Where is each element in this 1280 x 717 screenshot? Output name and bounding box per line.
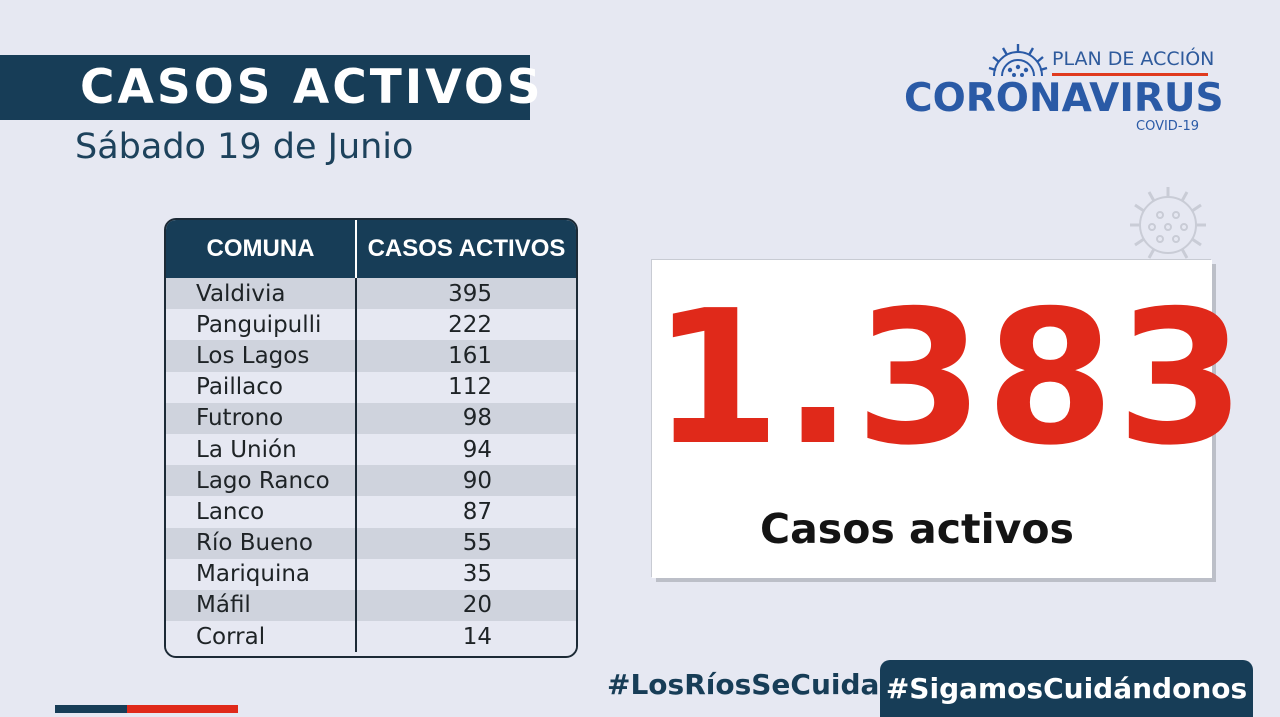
cases-table: COMUNA CASOS ACTIVOS Valdivia 395 Panguip… bbox=[164, 218, 578, 658]
comuna-cell: Valdivia bbox=[196, 280, 286, 307]
casos-cell: 222 bbox=[448, 311, 492, 338]
virus-decoration-icon bbox=[1130, 187, 1206, 259]
total-cases-number: 1.383 bbox=[652, 270, 1248, 486]
casos-cell: 112 bbox=[448, 374, 492, 401]
table-header: COMUNA CASOS ACTIVOS bbox=[166, 220, 576, 278]
comuna-cell: Lanco bbox=[196, 498, 265, 525]
header-comuna: COMUNA bbox=[166, 220, 357, 278]
logo-divider bbox=[1052, 73, 1208, 76]
casos-cell: 161 bbox=[448, 342, 492, 369]
table-row: Mariquina 35 bbox=[166, 558, 576, 590]
table-body: Valdivia 395 Panguipulli 222 Los Lagos 161 … bbox=[166, 278, 576, 653]
table-row: Lanco 87 bbox=[166, 496, 576, 528]
casos-cell: 35 bbox=[462, 561, 492, 588]
comuna-cell: Panguipulli bbox=[196, 311, 322, 338]
title-banner: CASOS ACTIVOS bbox=[0, 55, 541, 120]
table-row: Río Bueno 55 bbox=[166, 527, 576, 559]
decor-stripe-red bbox=[127, 705, 238, 713]
comuna-cell: La Unión bbox=[196, 436, 297, 463]
comuna-cell: Futrono bbox=[196, 405, 284, 432]
table-row: Futrono 98 bbox=[166, 402, 576, 434]
page-title: CASOS ACTIVOS bbox=[80, 60, 544, 115]
table-row: Lago Ranco 90 bbox=[166, 465, 576, 497]
table-row: Corral 14 bbox=[166, 621, 576, 653]
hashtag-sigamos: #SigamosCuidándonos bbox=[885, 672, 1248, 705]
casos-cell: 98 bbox=[462, 405, 492, 432]
table-row: Valdivia 395 bbox=[166, 278, 576, 310]
table-row: Paillaco 112 bbox=[166, 371, 576, 403]
table-row: Los Lagos 161 bbox=[166, 340, 576, 372]
comuna-cell: Lago Ranco bbox=[196, 467, 330, 494]
table-row: Panguipulli 222 bbox=[166, 309, 576, 341]
hashtag-banner: #SigamosCuidándonos bbox=[880, 660, 1253, 717]
comuna-cell: Paillaco bbox=[196, 374, 283, 401]
logo-main-text: CORONAVIRUS bbox=[904, 76, 1224, 121]
total-cases-box: 1.383 Casos activos bbox=[652, 260, 1248, 578]
header-casos: CASOS ACTIVOS bbox=[367, 235, 566, 262]
comuna-cell: Máfil bbox=[196, 592, 251, 619]
decor-stripe-blue bbox=[55, 705, 127, 713]
comuna-cell: Los Lagos bbox=[196, 342, 310, 369]
date-subtitle: Sábado 19 de Junio bbox=[75, 127, 414, 167]
comuna-cell: Río Bueno bbox=[196, 530, 313, 557]
coronavirus-logo: PLAN DE ACCIÓN CORONAVIRUS COVID-19 bbox=[900, 38, 1224, 138]
logo-plan-text: PLAN DE ACCIÓN bbox=[1052, 48, 1215, 70]
casos-cell: 87 bbox=[462, 498, 492, 525]
casos-cell: 55 bbox=[462, 530, 492, 557]
casos-cell: 94 bbox=[462, 436, 492, 463]
virus-icon bbox=[988, 44, 1048, 77]
comuna-cell: Mariquina bbox=[196, 561, 311, 588]
casos-cell: 90 bbox=[462, 467, 492, 494]
total-cases-label: Casos activos bbox=[760, 505, 1074, 553]
hashtag-los-rios: #LosRíosSeCuida bbox=[607, 668, 880, 701]
casos-cell: 395 bbox=[448, 280, 492, 307]
casos-cell: 20 bbox=[462, 592, 492, 619]
logo-sub-text: COVID-19 bbox=[1136, 119, 1200, 134]
comuna-cell: Corral bbox=[196, 623, 266, 650]
table-row: Máfil 20 bbox=[166, 589, 576, 622]
casos-cell: 14 bbox=[462, 623, 492, 650]
table-row: La Unión 94 bbox=[166, 433, 576, 466]
